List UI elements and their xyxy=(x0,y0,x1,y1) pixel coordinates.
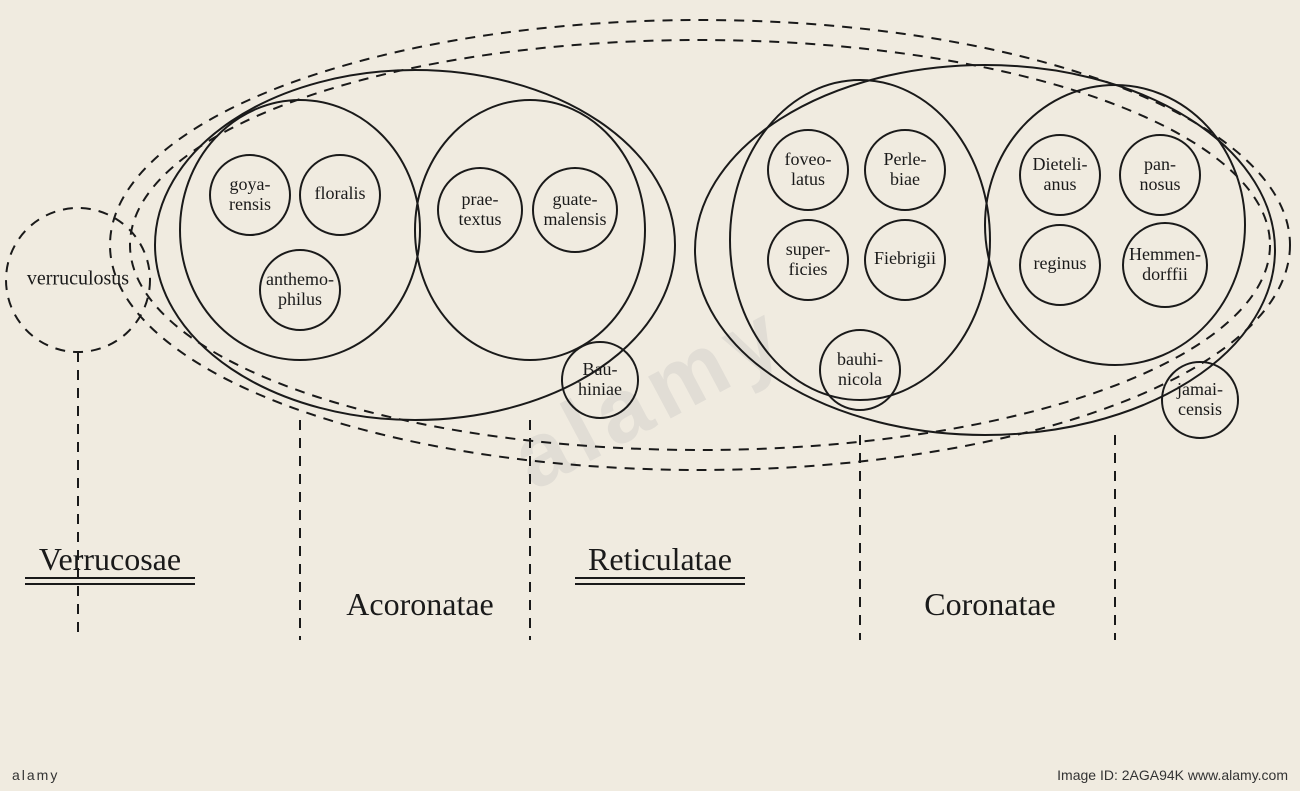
label-goyarensis-1: goya- xyxy=(230,174,271,194)
watermark-code: Image ID: 2AGA94K www.alamy.com xyxy=(1057,767,1288,783)
label-bauhiniae-1: Bau- xyxy=(583,359,618,379)
label-pannosus-2: nosus xyxy=(1139,174,1180,194)
label-goyarensis-2: rensis xyxy=(229,194,271,214)
bottom-label-verrucosae: Verrucosae xyxy=(39,541,181,577)
label-bauhinicola-1: bauhi- xyxy=(837,349,883,369)
bottom-label-coronatae: Coronatae xyxy=(924,586,1056,622)
label-guatemalensis-1: guate- xyxy=(553,189,598,209)
label-bauhinicola-2: nicola xyxy=(838,369,882,389)
label-dietelianus-1: Dieteli- xyxy=(1033,154,1088,174)
label-anthemophilus-2: philus xyxy=(278,289,322,309)
label-anthemophilus-1: anthemo- xyxy=(266,269,334,289)
inner-dashed-ellipse xyxy=(130,40,1270,450)
label-bauhiniae-2: hiniae xyxy=(578,379,622,399)
watermark-bottom-left: alamy xyxy=(12,767,59,783)
bottom-label-acoronatae: Acoronatae xyxy=(346,586,493,622)
label-fiebrigii: Fiebrigii xyxy=(874,248,936,268)
label-reginus: reginus xyxy=(1034,253,1087,273)
label-perlebiae-1: Perle- xyxy=(884,149,927,169)
label-dietelianus-2: anus xyxy=(1044,174,1077,194)
label-praetextus-1: prae- xyxy=(462,189,499,209)
label-hemmendorffii-2: dorffii xyxy=(1142,264,1188,284)
label-pannosus-1: pan- xyxy=(1144,154,1176,174)
label-jamaicensis-1: jamai- xyxy=(1176,379,1223,399)
label-superficies-2: ficies xyxy=(789,259,828,279)
subgroup-acoronatae-left xyxy=(180,100,420,360)
label-perlebiae-2: biae xyxy=(890,169,920,189)
label-foveolatus-1: foveo- xyxy=(785,149,832,169)
label-floralis: floralis xyxy=(315,183,366,203)
subgroup-coronatae-right xyxy=(985,85,1245,365)
diagram-canvas: verruculosus goya- rensis floralis anthe… xyxy=(0,0,1300,791)
label-hemmendorffii-1: Hemmen- xyxy=(1129,244,1201,264)
label-foveolatus-2: latus xyxy=(791,169,825,189)
label-verruculosus: verruculosus xyxy=(27,268,129,290)
label-jamaicensis-2: censis xyxy=(1178,399,1222,419)
subgroup-acoronatae-right xyxy=(415,100,645,360)
bottom-label-reticulatae: Reticulatae xyxy=(588,541,732,577)
label-praetextus-2: textus xyxy=(459,209,502,229)
outer-ellipse xyxy=(110,20,1290,470)
label-superficies-1: super- xyxy=(786,239,831,259)
label-guatemalensis-2: malensis xyxy=(544,209,607,229)
